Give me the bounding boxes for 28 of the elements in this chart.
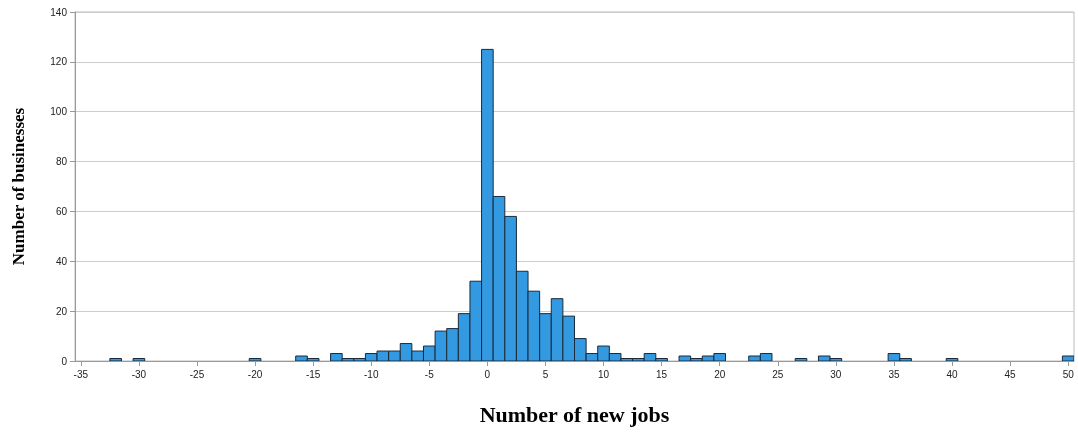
y-axis-title: Number of businesses — [9, 107, 28, 266]
x-tick-label: -5 — [424, 368, 435, 380]
y-tick-label: 120 — [50, 56, 68, 68]
y-tick-label: 20 — [55, 305, 68, 317]
x-tick-label: 5 — [542, 368, 549, 380]
x-tick-label: 30 — [830, 368, 842, 380]
x-tick-label: 35 — [888, 368, 900, 380]
y-tick-label: 100 — [50, 106, 68, 118]
y-tick-label: 40 — [55, 255, 68, 267]
x-tick-label: 25 — [772, 368, 784, 380]
x-tick-label: 15 — [656, 368, 668, 380]
y-tick-label: 60 — [55, 205, 68, 217]
x-tick-label: 20 — [714, 368, 726, 380]
x-tick-label: -20 — [247, 368, 263, 380]
x-tick-label: 40 — [946, 368, 959, 380]
x-tick-label: 50 — [1062, 368, 1075, 380]
x-tick-label: -10 — [363, 368, 379, 380]
y-tick-label: 140 — [50, 6, 68, 18]
x-tick-label: -25 — [189, 368, 205, 380]
y-tick-label: 80 — [55, 156, 68, 168]
x-tick-label: 10 — [597, 368, 610, 380]
x-tick-label: 45 — [1004, 368, 1017, 380]
x-axis-title: Number of new jobs — [479, 401, 670, 427]
x-tick-label: 0 — [484, 368, 491, 380]
y-tick-label: 0 — [61, 355, 68, 367]
x-tick-label: -15 — [305, 368, 321, 380]
x-tick-label: -30 — [131, 368, 147, 380]
x-tick-label: -35 — [73, 368, 89, 380]
